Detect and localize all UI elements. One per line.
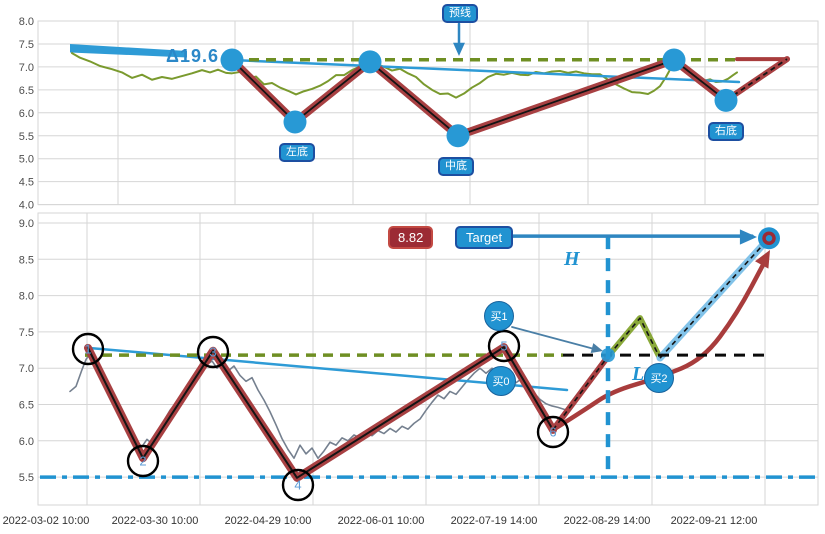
price-line-top: [71, 52, 738, 99]
trend-wedge: [70, 44, 187, 58]
breakout-rise-core: [552, 354, 610, 431]
bottom-ytick-label: 7.0: [19, 363, 34, 375]
low-l-label: L: [632, 363, 645, 385]
bottom-ytick-label: 6.5: [19, 400, 34, 412]
neckline-pointer-arrowhead: [453, 42, 465, 56]
top-ytick-label: 6.0: [19, 108, 34, 120]
price-line-bottom: [69, 352, 566, 460]
bottom-xtick-label: 2022-07-19 14:00: [451, 515, 538, 527]
bottom-xtick-label: 2022-04-29 10:00: [225, 515, 312, 527]
top-ytick-label: 4.5: [19, 177, 34, 189]
height-h-label: H: [564, 248, 580, 270]
bottom-xtick-label: 2022-03-30 10:00: [112, 515, 199, 527]
bottom-ytick-label: 5.5: [19, 472, 34, 484]
buy1-badge: 买1: [484, 301, 514, 331]
buy1-pointer-line: [511, 326, 599, 351]
pivot-number-6: [536, 415, 570, 449]
pivot-number-3-label: 3: [209, 345, 216, 360]
target-point-dot: [758, 227, 780, 250]
pivot-number-1: [71, 332, 105, 366]
buy1-pointer-arrowhead: [590, 343, 603, 353]
buy2-badge: 买2: [644, 363, 674, 393]
pivot-number-2-label: 2: [139, 454, 146, 469]
bottom-ytick-label: 6.0: [19, 436, 34, 448]
pivot-dot: [220, 48, 244, 72]
pivot-number-4-label: 4: [294, 478, 301, 493]
breakout-point-dot: [601, 348, 615, 363]
zigzag-core-bottom: [87, 346, 554, 479]
right-bottom-label-badge: 右底: [708, 122, 744, 141]
pivot-dot: [283, 110, 307, 134]
bottom-ytick-label: 8.0: [19, 291, 34, 303]
bottom-xtick-label: 2022-08-29 14:00: [564, 515, 651, 527]
pivot-number-5-label: 5: [500, 339, 507, 354]
projection-curve-arrowhead: [755, 250, 770, 269]
pivot-number-3: [196, 335, 230, 369]
forecast-rise-core: [725, 58, 788, 102]
top-ytick-label: 4.0: [19, 200, 34, 212]
descending-trendline-top: [230, 58, 741, 84]
top-ytick-label: 6.5: [19, 85, 34, 97]
pivot-dot: [714, 88, 738, 112]
top-ytick-label: 7.5: [19, 39, 34, 51]
delta-annotation: Δ19.6: [166, 46, 219, 66]
bottom-plot-border: [37, 212, 819, 506]
target-arrowhead: [739, 229, 757, 245]
pivot-number-4: [281, 468, 315, 502]
pivot-dot: [446, 124, 470, 148]
bottom-ytick-label: 9.0: [19, 218, 34, 230]
pivot-number-5: [487, 329, 521, 363]
bottom-ytick-label: 7.5: [19, 327, 34, 339]
price-target-value-badge: 8.82: [388, 226, 434, 249]
target-point-ring: [762, 231, 776, 245]
mid-bottom-label-badge: 中底: [438, 157, 474, 176]
left-bottom-label-badge: 左底: [279, 143, 315, 162]
bottom-ytick-label: 8.5: [19, 254, 34, 266]
bottom-xtick-label: 2022-03-02 10:00: [3, 515, 90, 527]
rally-outer: [656, 234, 773, 362]
target-badge: Target: [455, 226, 514, 249]
bottom-xtick-label: 2022-06-01 10:00: [338, 515, 425, 527]
bottom-xtick-label: 2022-09-21 12:00: [671, 515, 758, 527]
top-ytick-label: 5.0: [19, 154, 34, 166]
neckline-label-badge: 预线: [442, 4, 478, 23]
top-ytick-label: 8.0: [19, 16, 34, 28]
pivot-dot: [662, 48, 686, 72]
top-ytick-label: 5.5: [19, 131, 34, 143]
top-ytick-label: 7.0: [19, 62, 34, 74]
pivot-number-1-label: 1: [84, 342, 91, 357]
pivot-dot: [358, 50, 382, 74]
pivot-number-6-label: 6: [549, 425, 556, 440]
pullback-core: [608, 317, 661, 359]
pivot-number-2: [126, 444, 160, 478]
buy0-badge: 买0: [486, 366, 516, 396]
